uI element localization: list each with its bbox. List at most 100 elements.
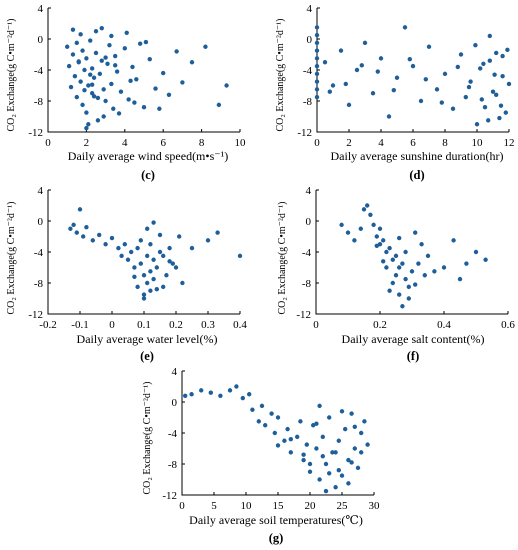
data-point xyxy=(400,304,405,309)
data-point xyxy=(359,450,364,455)
x-tick-label: 6 xyxy=(160,137,166,149)
data-point xyxy=(134,77,139,82)
data-point xyxy=(450,106,456,111)
data-point xyxy=(314,94,320,100)
y-tick-label: -4 xyxy=(303,65,313,77)
data-point xyxy=(371,222,376,228)
data-point xyxy=(402,25,408,30)
x-tick-label: 10 xyxy=(235,137,247,149)
x-tick-label: 30 xyxy=(369,500,381,512)
y-tick-label: 0 xyxy=(38,216,44,228)
data-point xyxy=(314,25,320,30)
x-tick-label: 0.2 xyxy=(373,319,387,331)
data-point xyxy=(314,63,320,69)
data-point xyxy=(74,40,80,46)
data-point xyxy=(205,238,211,243)
data-point xyxy=(157,249,163,255)
data-point xyxy=(122,46,128,51)
data-point xyxy=(93,50,99,56)
x-axis-label: Daily average sunshine duration(hr) xyxy=(331,149,504,163)
data-point xyxy=(189,392,194,397)
data-point xyxy=(151,257,156,262)
data-point xyxy=(129,249,134,255)
x-tick-label: 0 xyxy=(109,319,115,331)
data-point xyxy=(135,245,140,251)
x-tick-label: 0.2 xyxy=(169,319,183,331)
data-point xyxy=(314,32,320,38)
data-point xyxy=(189,60,195,65)
data-point xyxy=(397,235,402,241)
data-point xyxy=(80,48,85,53)
data-point xyxy=(138,238,143,243)
data-point xyxy=(86,83,91,88)
scatter-plot: 40-4-8-120 2 4 6 8 10 xyxy=(28,3,246,149)
data-point xyxy=(97,71,103,77)
data-point xyxy=(481,61,486,66)
panel-e: (e) Daily average water level(%) CO₂ Exc… xyxy=(6,185,247,363)
data-point xyxy=(95,118,101,123)
data-point xyxy=(359,430,364,436)
data-point xyxy=(339,473,345,478)
y-tick-label: -8 xyxy=(302,278,312,290)
data-point xyxy=(387,245,392,251)
panel-label: (c) xyxy=(141,168,155,182)
data-point xyxy=(148,288,153,293)
data-point xyxy=(494,50,499,56)
data-point xyxy=(426,44,432,49)
data-point xyxy=(161,70,166,76)
data-point xyxy=(333,485,338,490)
x-tick-label: -0.2 xyxy=(39,319,56,331)
data-point xyxy=(406,284,411,290)
data-point xyxy=(113,53,118,59)
data-point xyxy=(479,97,484,102)
data-point xyxy=(227,388,233,393)
data-point xyxy=(145,226,150,231)
data-point xyxy=(122,242,128,247)
data-point xyxy=(394,75,400,80)
data-point xyxy=(151,276,156,282)
x-axis-label: Daily average salt content(%) xyxy=(342,332,485,346)
y-tick-label: -12 xyxy=(297,127,312,139)
axes xyxy=(315,190,508,315)
data-point xyxy=(272,430,277,436)
data-point xyxy=(322,60,328,65)
data-point xyxy=(403,276,408,282)
data-point xyxy=(95,95,101,101)
data-point xyxy=(406,296,411,301)
data-point xyxy=(161,284,166,290)
data-point xyxy=(339,222,344,228)
panel-label: (d) xyxy=(409,168,424,182)
y-tick-label: 4 xyxy=(306,185,312,197)
data-point xyxy=(148,269,153,274)
data-point xyxy=(224,83,229,88)
data-point xyxy=(99,58,104,63)
data-point xyxy=(327,89,332,94)
data-point xyxy=(301,457,306,463)
data-point xyxy=(374,234,379,239)
data-point xyxy=(498,103,504,108)
data-point xyxy=(384,249,389,255)
y-tick-label: -4 xyxy=(302,247,312,259)
data-point xyxy=(166,92,172,98)
x-tick-label: 12 xyxy=(504,137,515,149)
data-point xyxy=(74,94,80,100)
scatter-plot: 40-4-8-120 2 4 6 8 10 12 xyxy=(297,3,514,149)
data-point xyxy=(84,110,89,115)
scatter-plot: 40-4-8-120 5 10 15 20 25 30 xyxy=(162,366,380,512)
data-point xyxy=(84,56,89,61)
data-point xyxy=(381,238,386,243)
data-point xyxy=(432,269,437,274)
data-point xyxy=(128,78,133,84)
data-point xyxy=(141,105,147,110)
data-point xyxy=(387,288,392,293)
x-axis-label: Daily average soil temperatures(℃) xyxy=(189,513,363,527)
data-point xyxy=(68,226,73,231)
y-tick-label: 0 xyxy=(38,34,44,46)
data-point xyxy=(314,40,320,46)
data-point xyxy=(167,259,172,264)
data-point xyxy=(365,203,370,208)
y-axis-label: CO₂ Exchange(g C•m⁻²d⁻¹) xyxy=(142,382,153,495)
data-point xyxy=(154,265,159,270)
x-tick-label: 6 xyxy=(410,137,416,149)
x-axis-label: Daily average water level(%) xyxy=(77,332,218,346)
